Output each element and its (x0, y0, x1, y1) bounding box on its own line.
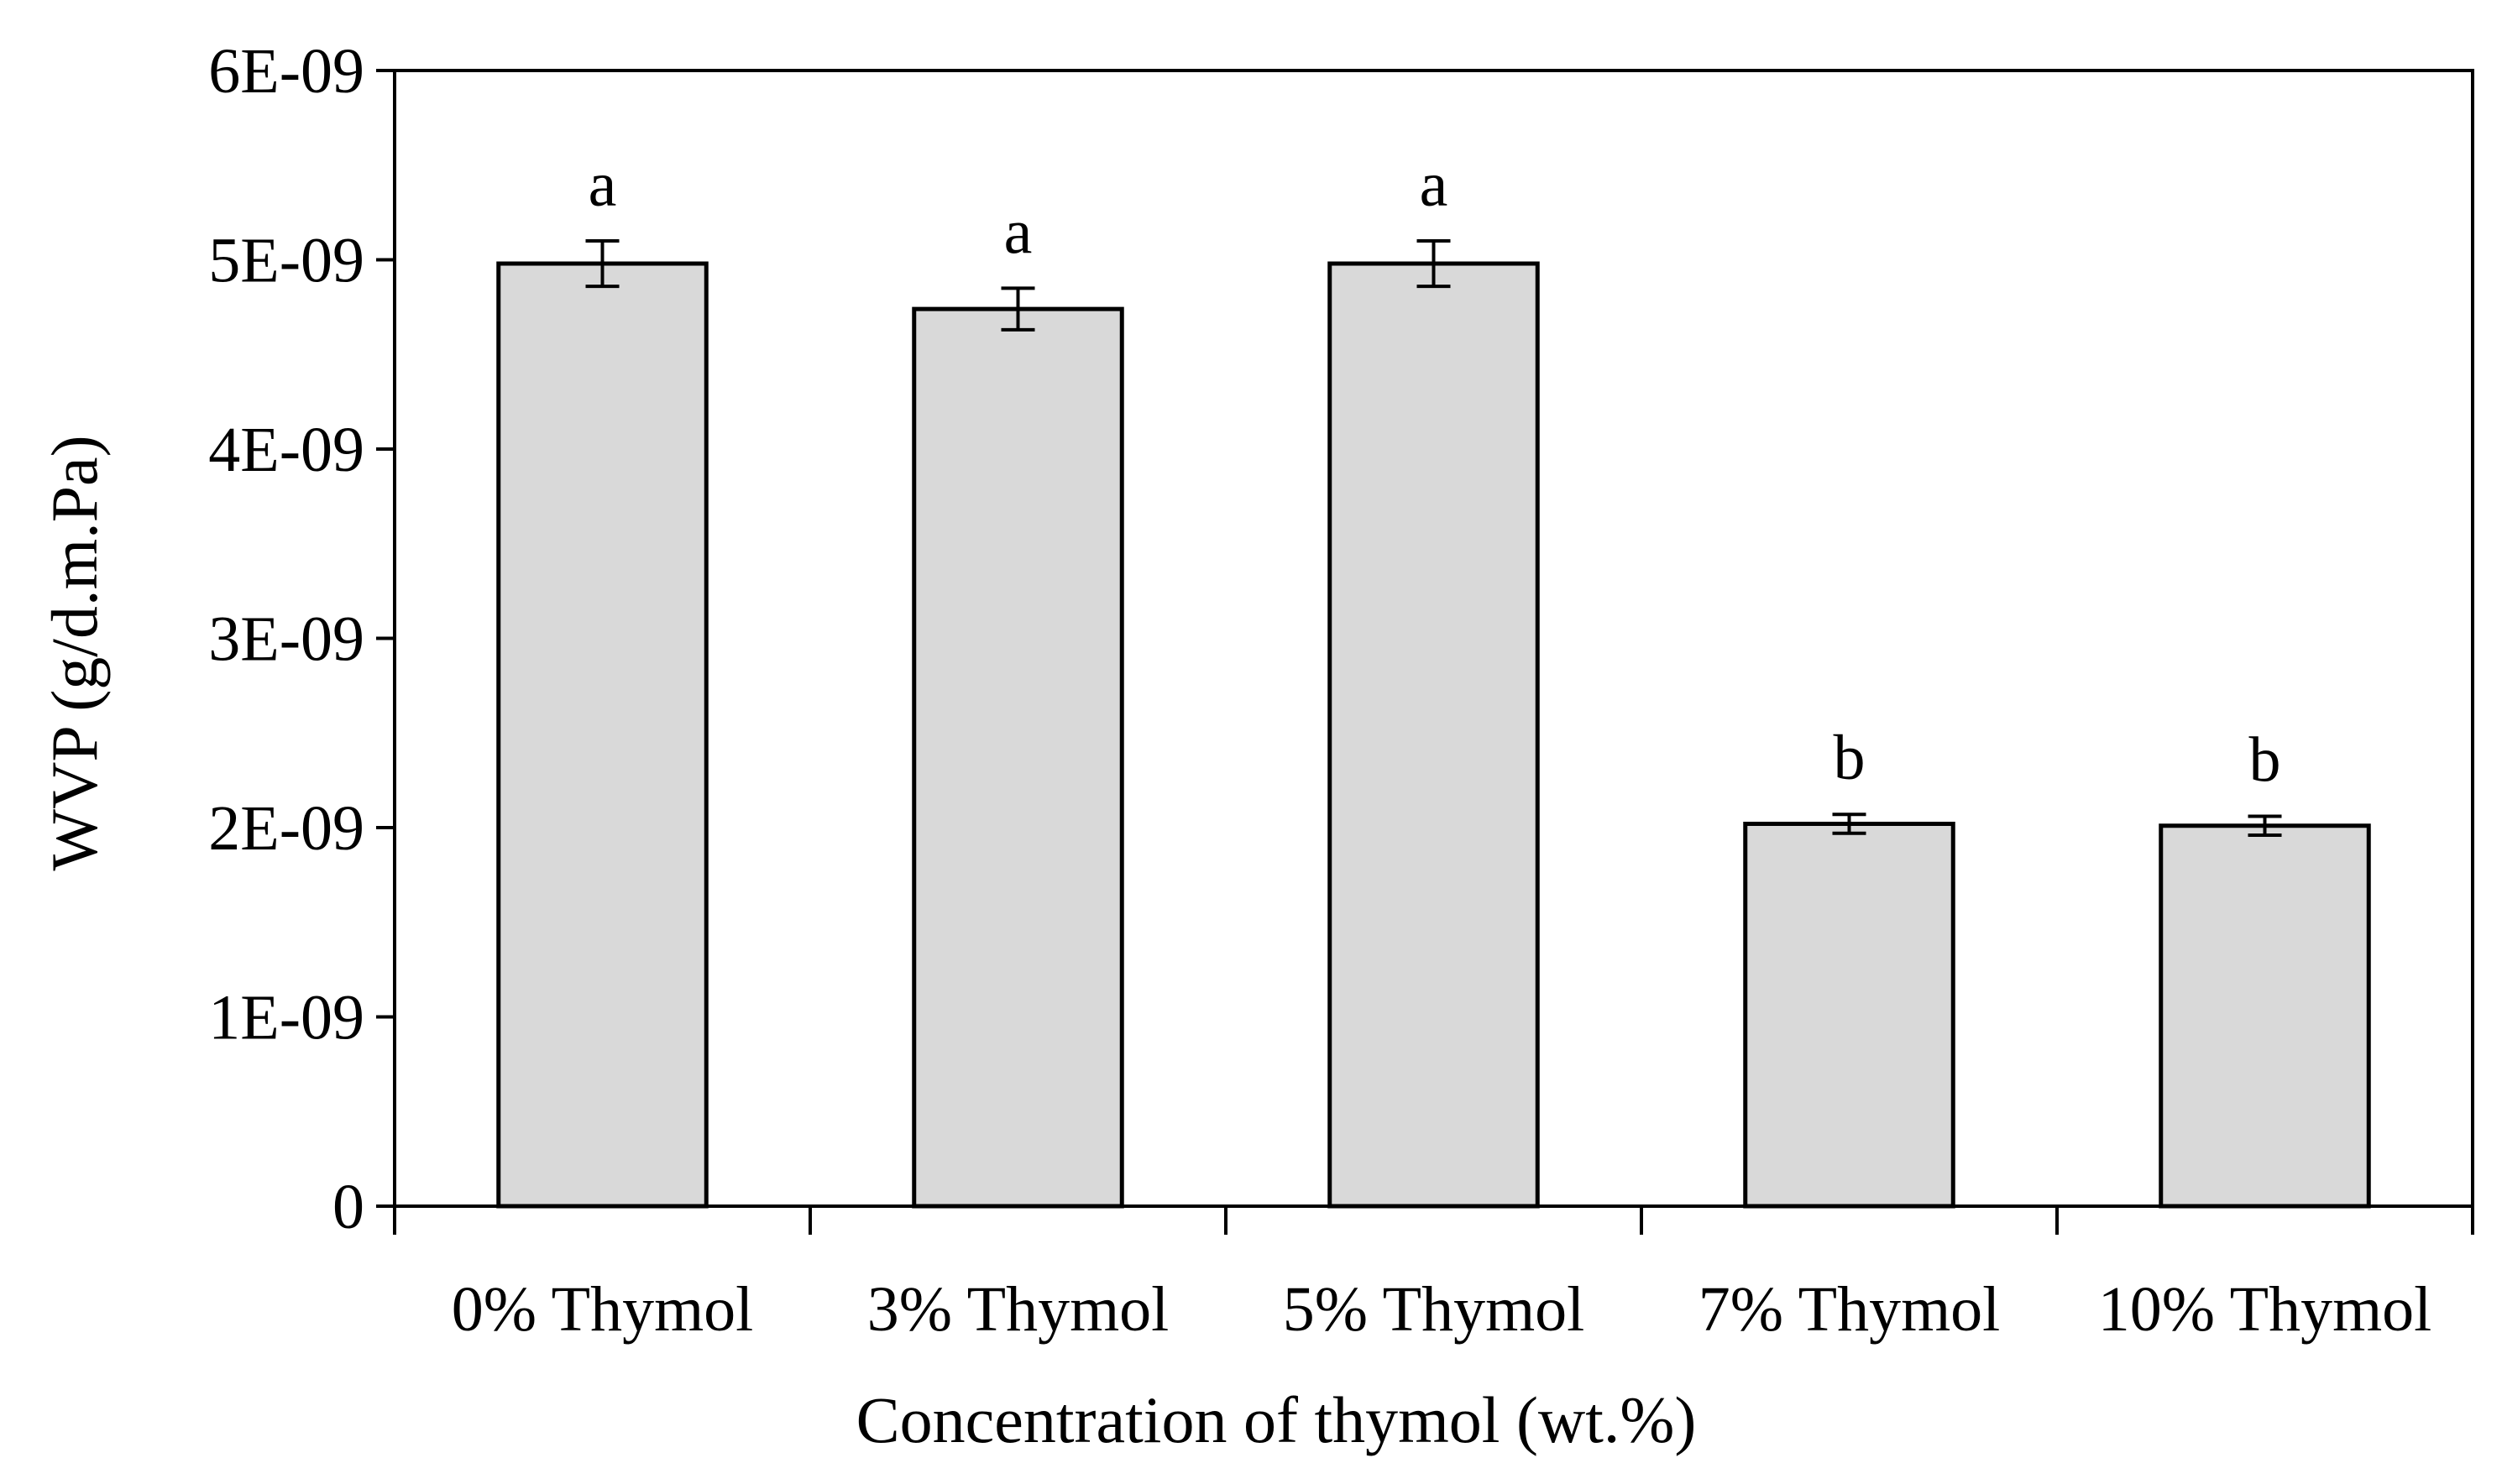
x-tick-label: 7% Thymol (1699, 1274, 2001, 1345)
y-tick-label: 1E-09 (208, 983, 364, 1053)
significance-letter: a (1420, 149, 1448, 220)
y-axis-title: WVP (g/d.m.Pa) (38, 435, 111, 870)
bar (912, 306, 1124, 1209)
y-tick-label: 3E-09 (208, 604, 364, 675)
significance-letter: b (2249, 724, 2281, 795)
x-tick-label: 10% Thymol (2098, 1274, 2432, 1345)
bar (2159, 823, 2371, 1209)
bar (1743, 821, 1955, 1209)
bar (496, 261, 709, 1209)
bar (1327, 261, 1540, 1209)
x-tick-label: 3% Thymol (867, 1274, 1170, 1345)
y-tick-label: 2E-09 (208, 793, 364, 864)
significance-letter: a (589, 149, 617, 220)
y-tick-label: 6E-09 (208, 36, 364, 107)
significance-letter: a (1004, 196, 1033, 267)
plot-area: 0 1E-09 2E-09 3E-09 4E-09 5E-09 6E-09 a 0% Thymo… (208, 36, 2474, 1345)
y-tick-label: 4E-09 (208, 415, 364, 485)
x-tick-label: 5% Thymol (1283, 1274, 1585, 1345)
x-tick-label: 0% Thymol (452, 1274, 754, 1345)
x-axis-title: Concentration of thymol (wt.%) (856, 1383, 1697, 1456)
significance-letter: b (1834, 723, 1866, 793)
y-tick-label: 5E-09 (208, 226, 364, 296)
y-tick-label: 0 (332, 1172, 364, 1242)
